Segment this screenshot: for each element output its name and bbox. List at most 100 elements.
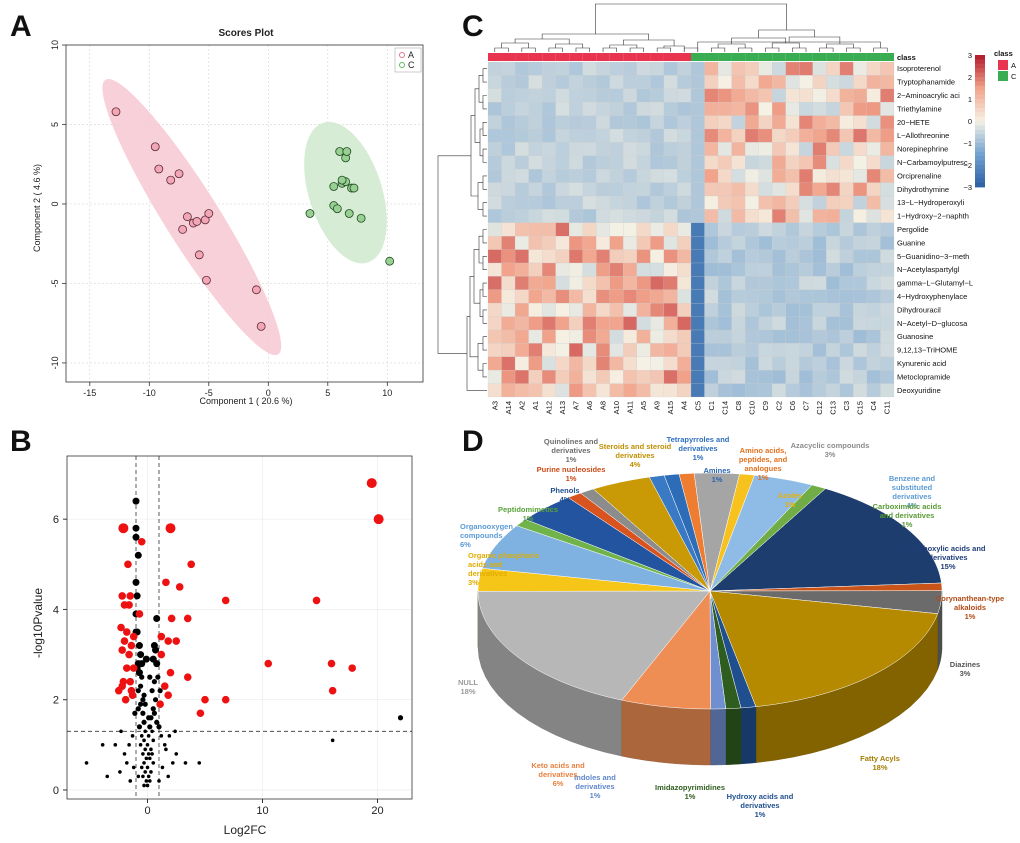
heatmap-column-label: A1: [531, 401, 540, 410]
heatmap-cell: [677, 115, 692, 130]
heatmap-cell: [542, 249, 556, 264]
heatmap-cell: [799, 128, 813, 143]
heatmap-cell: [826, 128, 840, 143]
heatmap-cell: [853, 75, 868, 89]
pie-label: NULL 18%: [458, 678, 478, 696]
heatmap-cell: [677, 370, 692, 384]
dendrogram-branch: [482, 229, 487, 244]
y-tick-label: -10: [50, 356, 60, 369]
heatmap-cell: [880, 276, 895, 290]
heatmap-cell: [582, 195, 597, 210]
heatmap-cell: [663, 128, 678, 143]
heatmap-cell: [717, 236, 732, 250]
heatmap-cell: [487, 262, 502, 277]
heatmap-cell: [745, 155, 759, 170]
heatmap-column-label: C13: [829, 401, 838, 415]
heatmap-cell: [528, 249, 543, 264]
heatmap-cell: [717, 276, 732, 290]
volcano-point-ns: [132, 524, 140, 532]
heatmap-cell: [880, 329, 895, 344]
volcano-point-ns: [141, 719, 147, 725]
dendrogram-branch: [482, 148, 487, 163]
heatmap-cell: [839, 169, 854, 183]
heatmap-cell: [772, 383, 786, 398]
score-point-c: [305, 209, 315, 218]
heatmap-cell: [839, 276, 854, 290]
score-point-a: [178, 224, 188, 234]
heatmap-cell: [826, 289, 840, 304]
volcano-point-sig: [187, 560, 195, 569]
x-tick-label: 0: [266, 388, 271, 398]
heatmap-cell: [745, 115, 759, 130]
heatmap-row-label: 1−Hydroxy−2−naphth: [897, 212, 969, 221]
colorbar-segment: [975, 134, 985, 139]
y-tick-label: 6: [53, 514, 59, 526]
heatmap-cell: [555, 383, 570, 398]
class-bar-cell: [515, 53, 529, 61]
heatmap-row-label: 13−L−Hydroperoxyli: [897, 198, 964, 207]
pie-slice: [481, 525, 711, 592]
heatmap-cell: [717, 289, 732, 304]
heatmap-cell: [623, 222, 637, 237]
volcano-point-ns: [156, 724, 162, 730]
panel-letter-a: A: [10, 10, 32, 43]
heatmap-cell: [785, 209, 800, 223]
heatmap-cell: [772, 370, 786, 384]
heatmap-row-label: Triethylamine: [897, 104, 942, 113]
volcano-point-sig: [327, 659, 336, 668]
colorbar-segment: [975, 63, 985, 69]
heatmap-row-label: gamma−L−Glutamyl−L: [897, 279, 973, 288]
score-point-a: [194, 250, 204, 260]
heatmap-cell: [663, 343, 678, 357]
heatmap-cell: [826, 383, 840, 398]
heatmap-cell: [555, 329, 570, 344]
heatmap-cell: [487, 343, 502, 357]
class-bar-cell: [636, 53, 651, 61]
heatmap-cell: [745, 61, 759, 76]
dendrogram-branch: [663, 45, 685, 52]
pie-slice: [524, 497, 711, 592]
heatmap-cell: [826, 370, 840, 384]
heatmap-column-label: C9: [761, 401, 770, 411]
volcano-point-ns: [143, 729, 147, 734]
heatmap-cell: [812, 115, 827, 130]
heatmap-column-label: A2: [517, 401, 526, 410]
heatmap-cell: [717, 383, 732, 398]
volcano-point-sig: [312, 596, 321, 605]
heatmap-cell: [758, 303, 773, 317]
class-bar-cell: [623, 53, 637, 61]
heatmap-cell: [487, 249, 502, 264]
dendrogram-branch: [494, 47, 509, 52]
y-tick-label: 2: [53, 695, 59, 707]
volcano-point-sig: [126, 592, 135, 600]
volcano-point-ns: [144, 779, 149, 783]
heatmap-cell: [609, 262, 624, 277]
heatmap-cell: [812, 209, 827, 223]
heatmap-cell: [717, 303, 732, 317]
heatmap-row-label: Dihydrothymine: [897, 185, 949, 194]
y-tick-label: 10: [50, 40, 60, 50]
heatmap-cell: [663, 222, 678, 237]
heatmap-column-label: C11: [883, 401, 892, 414]
heatmap-cell: [745, 75, 759, 89]
volcano-point-sig: [118, 682, 126, 690]
heatmap-cell: [663, 75, 678, 89]
heatmap-cell: [609, 88, 624, 103]
pie-slice: [663, 473, 711, 592]
heatmap-cell: [555, 155, 570, 170]
heatmap-cell: [880, 195, 895, 210]
heatmap-cell: [812, 222, 827, 237]
heatmap-cell: [650, 276, 665, 290]
heatmap-cell: [785, 182, 800, 197]
heatmap-cell: [853, 115, 868, 130]
heatmap-cell: [731, 222, 746, 237]
heatmap-cell: [650, 75, 665, 89]
dendrogram-branch: [501, 42, 529, 48]
heatmap-cell: [880, 236, 895, 250]
heatmap-column-label: C15: [856, 401, 865, 415]
heatmap-cell: [853, 209, 868, 223]
heatmap-cell: [650, 262, 665, 277]
heatmap-cell: [528, 343, 543, 357]
heatmap-cell: [826, 169, 840, 183]
heatmap-cell: [690, 182, 705, 197]
